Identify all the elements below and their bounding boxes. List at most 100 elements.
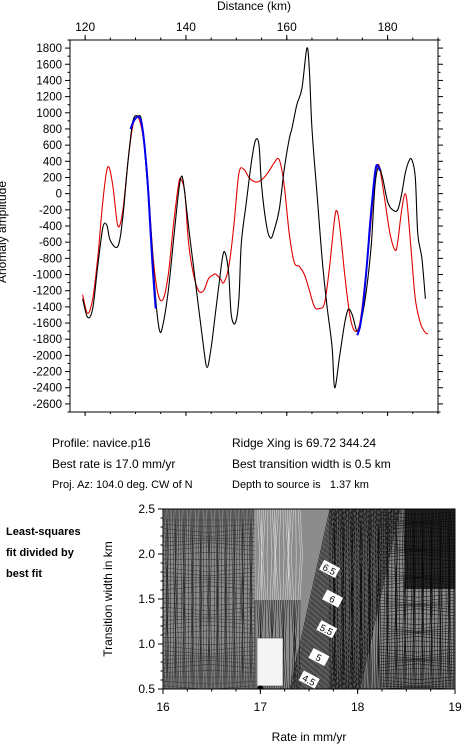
misfit-contour-line (200, 509, 202, 689)
misfit-contour-line (358, 509, 400, 689)
profile-y-tick-label: -2600 (33, 399, 62, 411)
misfit-contour-line (344, 509, 348, 689)
misfit-contour-line (330, 509, 371, 689)
profile-y-tick-label: 400 (43, 156, 62, 168)
misfit-contour-line (228, 509, 230, 689)
misfit-contour-line (288, 509, 292, 601)
profile-x-ticks: 120 140 160 180 (75, 20, 439, 416)
misfit-contour-line (379, 649, 455, 653)
misfit-contour-line (296, 509, 338, 689)
contour-label-text: 4.5 (300, 673, 317, 689)
misfit-contour-line (298, 509, 339, 689)
contour-label-text: 5.5 (318, 623, 335, 639)
misfit-contour-line (379, 636, 455, 641)
misfit-contour-line (352, 509, 394, 689)
profile-y-tick-label: 0 (56, 189, 62, 201)
profile-y-tick-label: 1600 (36, 59, 62, 71)
misfit-contour-line (295, 509, 297, 601)
misfit-chart: 6.5 6 5.5 5 4.5 16 17 18 19 0.5 1.0 1.5 2.0 2.5 Rat… (101, 502, 462, 744)
misfit-contour-line (163, 654, 256, 657)
misfit-y-tick-label: 1.5 (138, 592, 155, 606)
misfit-contour-line (163, 650, 256, 655)
misfit-contour-line (379, 600, 455, 605)
misfit-contour-line (278, 509, 281, 601)
misfit-contour-line (165, 509, 169, 689)
misfit-contour-line (202, 509, 205, 689)
misfit-contour-line (163, 630, 256, 634)
profile-y-tick-label: 600 (43, 140, 62, 152)
misfit-x-axis-title: Rate in mm/yr (272, 730, 347, 744)
misfit-contour-line (368, 509, 371, 689)
misfit-contour-line (301, 509, 343, 689)
misfit-dark-region (405, 509, 455, 589)
misfit-contour-line (346, 509, 388, 689)
profile-y-tick-label: -2400 (33, 383, 62, 395)
misfit-contour-line (163, 585, 256, 590)
misfit-contour-line (163, 552, 256, 556)
misfit-contour-line (294, 509, 335, 689)
misfit-contour-line (163, 669, 256, 673)
misfit-contour-line (256, 509, 260, 601)
misfit-contour-line (188, 509, 190, 689)
contour-label: 6 (322, 589, 344, 608)
misfit-contour-line (360, 509, 364, 689)
misfit-contour-line (230, 509, 234, 689)
misfit-contour-line (216, 509, 219, 689)
misfit-contour-line (261, 509, 264, 601)
misfit-contour-line (190, 509, 194, 689)
misfit-contour-line (163, 620, 256, 625)
profile-y-tick-label: 800 (43, 124, 62, 136)
profile-x-tick-label: 140 (176, 20, 196, 34)
misfit-contour-line (379, 509, 383, 689)
misfit-description: Least-squares fit divided by best fit (6, 522, 106, 585)
misfit-contour-line (163, 579, 256, 582)
misfit-contour-line (299, 509, 340, 689)
misfit-contour-line (293, 509, 334, 689)
misfit-contour-line (163, 606, 256, 612)
misfit-contour-line (299, 509, 303, 601)
misfit-contour-line (163, 528, 256, 533)
misfit-contour-line (163, 581, 256, 586)
profile-chart: Distance (km) 120 140 160 180 1800160014001… (0, 0, 443, 416)
misfit-contour-line (372, 509, 374, 689)
best-transition-label: Best transition width is 0.5 km (232, 457, 391, 471)
misfit-contour-line (379, 624, 455, 630)
misfit-x-ticks: 16 17 18 19 (156, 689, 462, 714)
contour-label: 6.5 (319, 559, 341, 578)
misfit-contour-line (379, 632, 455, 635)
profile-y-axis-title: Anomaly amplitude (0, 181, 9, 283)
profile-y-tick-label: -2200 (33, 367, 62, 379)
profile-y-tick-label: -2000 (33, 350, 62, 362)
misfit-contour-line (343, 509, 384, 689)
misfit-contour-line (163, 657, 256, 660)
misfit-contour-line (199, 509, 202, 689)
misfit-contour-line (205, 509, 208, 689)
misfit-contour-line (351, 509, 392, 689)
misfit-contour-line (216, 509, 218, 689)
misfit-contour-line (379, 663, 455, 668)
misfit-contour-line (295, 599, 299, 689)
misfit-x-tick-label: 16 (156, 700, 170, 714)
misfit-contour-line (295, 509, 337, 689)
model-anomaly-line (82, 116, 429, 335)
misfit-contour-line (379, 604, 455, 607)
misfit-x-tick-label: 18 (351, 700, 365, 714)
misfit-contour-line (250, 509, 254, 689)
misfit-contour-line (342, 509, 345, 689)
contour-label: 4.5 (298, 670, 320, 689)
misfit-contour-line (379, 676, 455, 680)
misfit-contour-line (352, 509, 356, 689)
profile-label: Profile: navice.p16 (52, 436, 151, 450)
misfit-contour-lines (163, 509, 455, 689)
misfit-y-tick-label: 0.5 (138, 682, 155, 696)
misfit-contour-line (163, 664, 256, 669)
misfit-contour-line (282, 509, 285, 601)
projection-azimuth-label: Proj. Az: 104.0 deg. CW of N (52, 479, 193, 491)
misfit-contour-line (165, 509, 169, 689)
misfit-contour-line (379, 658, 455, 660)
misfit-contour-line (297, 509, 301, 601)
misfit-contour-line (271, 509, 276, 601)
observed-anomaly-line (82, 47, 426, 389)
profile-y-tick-label: -400 (39, 221, 62, 233)
misfit-contour-line (163, 572, 256, 576)
